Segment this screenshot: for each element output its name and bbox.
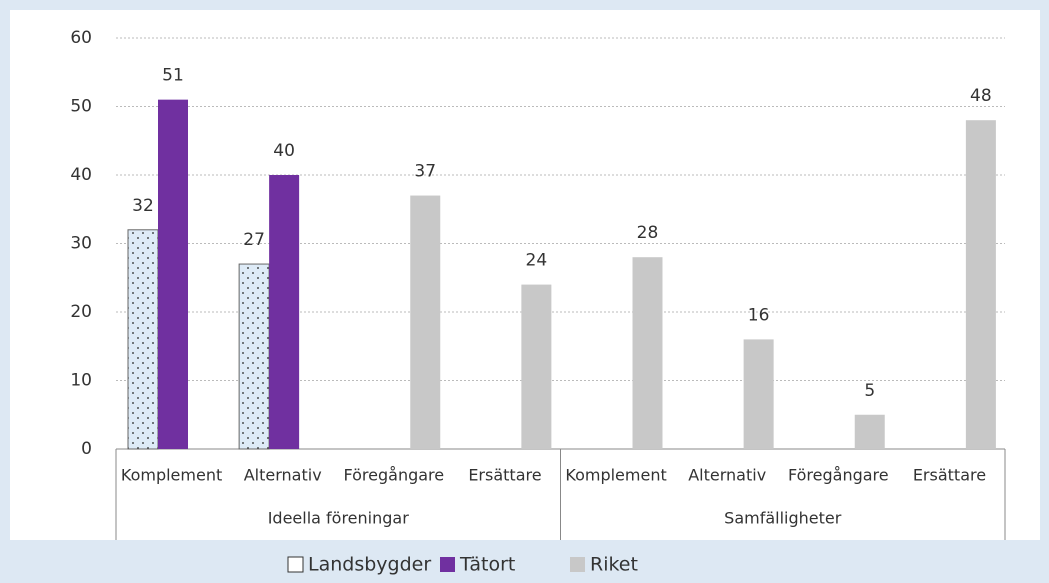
x-tick-label: Alternativ xyxy=(244,466,322,485)
x-tick-label: Alternativ xyxy=(688,466,766,485)
data-label: 24 xyxy=(526,251,548,271)
legend-swatch xyxy=(287,556,304,573)
legend-label: Riket xyxy=(590,554,638,576)
bar xyxy=(965,120,996,449)
x-tick-label: Ersättare xyxy=(468,466,541,485)
data-label: 28 xyxy=(637,223,659,243)
x-tick-label: Komplement xyxy=(565,466,666,485)
bar xyxy=(238,263,270,450)
bar xyxy=(410,195,441,449)
bar xyxy=(632,257,663,449)
bar xyxy=(269,175,300,449)
bar xyxy=(521,284,552,449)
x-tick-label: Föregångare xyxy=(788,466,889,485)
y-tick-label: 0 xyxy=(81,439,92,459)
data-label: 37 xyxy=(414,162,436,182)
data-label: 51 xyxy=(162,66,184,86)
legend-label: Landsbygder xyxy=(308,554,431,576)
group-label: Samfälligheter xyxy=(724,509,842,528)
x-tick-label: Föregångare xyxy=(344,466,445,485)
data-label: 5 xyxy=(864,381,875,401)
data-label: 27 xyxy=(243,230,265,250)
data-label: 32 xyxy=(132,196,154,216)
y-tick-label: 20 xyxy=(70,302,92,322)
bar xyxy=(127,229,159,450)
y-tick-label: 60 xyxy=(70,28,92,48)
data-label: 48 xyxy=(970,86,992,106)
y-tick-label: 50 xyxy=(70,97,92,117)
bar xyxy=(854,414,885,449)
legend-swatch xyxy=(440,557,455,572)
x-tick-label: Ersättare xyxy=(913,466,986,485)
data-label: 40 xyxy=(273,141,295,161)
data-label: 16 xyxy=(748,305,770,325)
x-tick-label: Komplement xyxy=(121,466,222,485)
y-tick-label: 10 xyxy=(70,371,92,391)
bar xyxy=(158,99,188,450)
legend-swatch xyxy=(570,557,585,572)
bar xyxy=(743,339,774,449)
y-tick-label: 40 xyxy=(70,165,92,185)
legend-label: Tätort xyxy=(459,554,515,576)
group-label: Ideella föreningar xyxy=(268,509,410,528)
y-tick-label: 30 xyxy=(70,234,92,254)
